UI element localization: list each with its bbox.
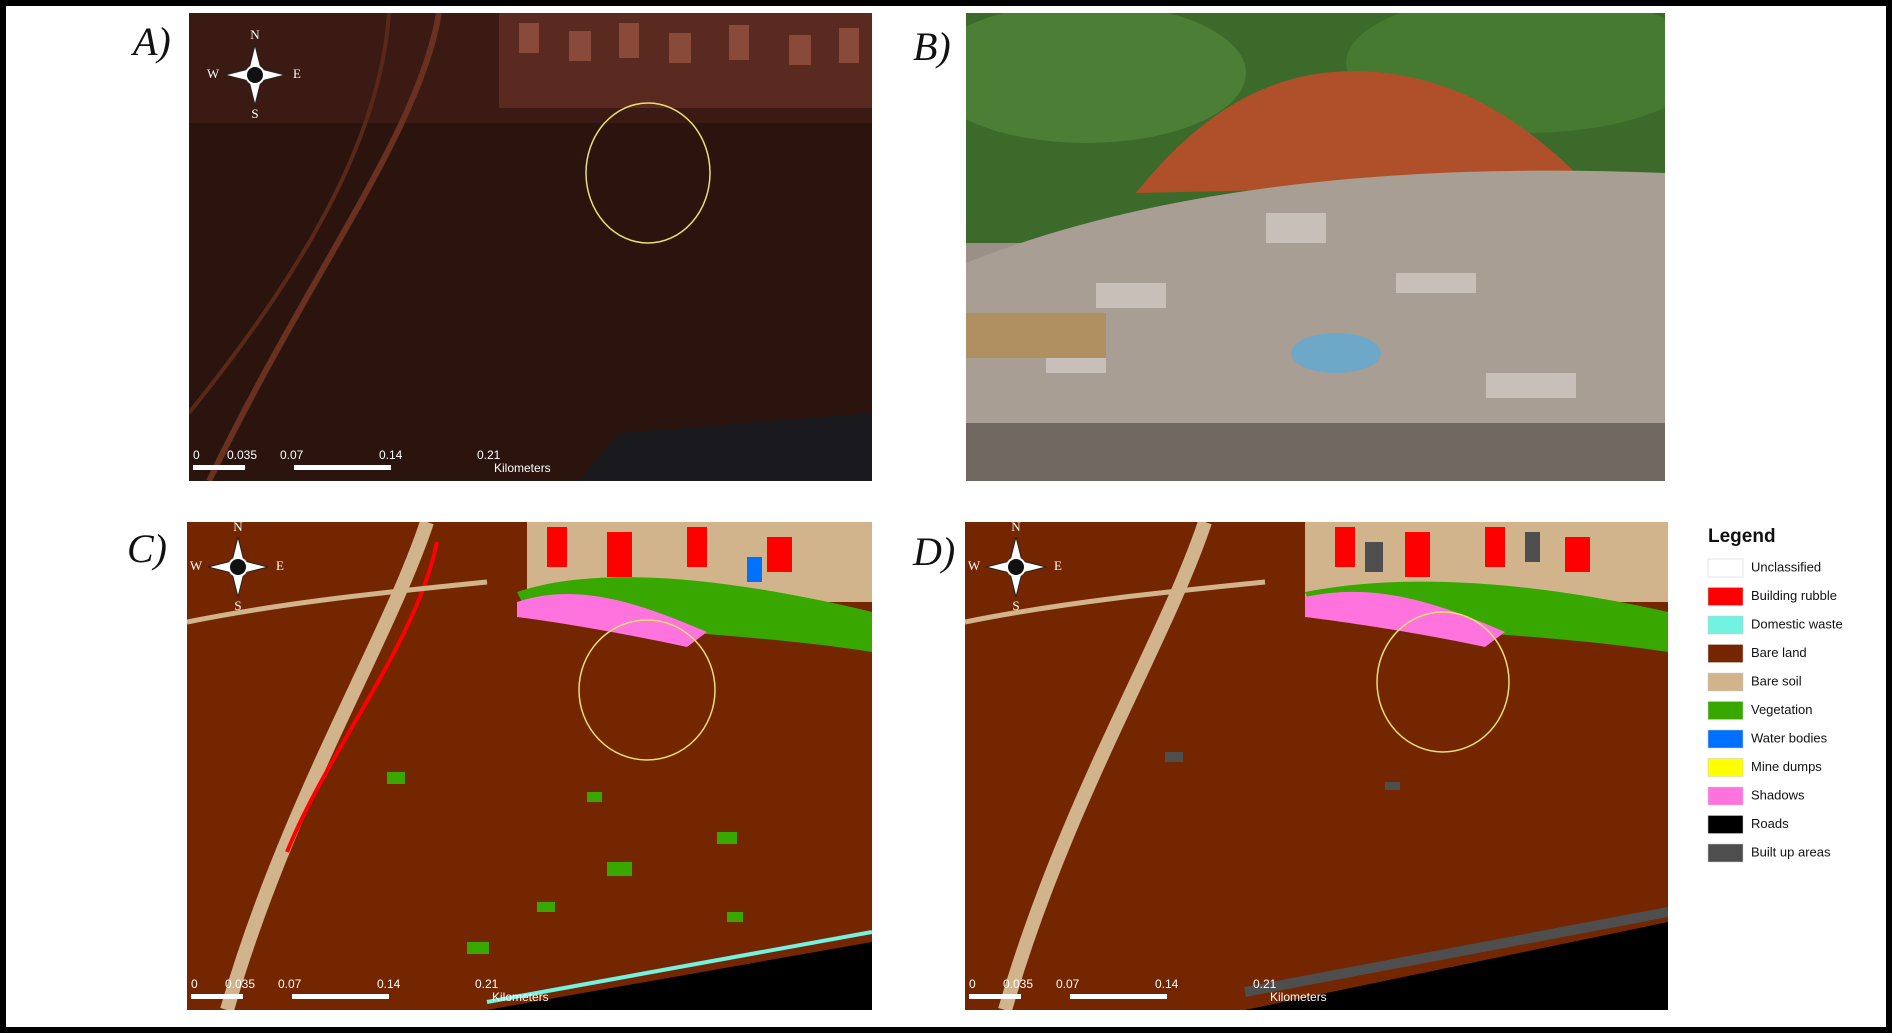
legend-swatch (1708, 816, 1743, 834)
scale-unit: Kilometers (1270, 990, 1327, 1004)
compass-e: E (293, 66, 301, 81)
scale-segment (292, 994, 389, 999)
scale-unit: Kilometers (492, 990, 549, 1004)
scale-label: 0.21 (477, 448, 501, 462)
legend-swatch (1708, 673, 1743, 691)
scale-segment (1070, 994, 1167, 999)
compass-center (1007, 558, 1025, 576)
compass-s: S (234, 598, 241, 613)
compass-w: W (968, 558, 981, 573)
legend-label: Building rubble (1751, 588, 1837, 603)
legend-swatch (1708, 702, 1743, 720)
legend-label: Vegetation (1751, 702, 1812, 717)
compass-w: W (207, 66, 220, 81)
compass-n: N (1011, 519, 1021, 534)
scale-label: 0.07 (278, 977, 302, 991)
scale-label: 0 (191, 977, 198, 991)
legend-swatch (1708, 759, 1743, 777)
panel-label: B) (913, 24, 951, 69)
compass-e: E (276, 558, 284, 573)
compass-s: S (1012, 598, 1019, 613)
compass-center (246, 66, 264, 84)
legend-swatch (1708, 844, 1743, 862)
compass-n: N (233, 519, 243, 534)
scale-label: 0 (969, 977, 976, 991)
legend-label: Bare soil (1751, 673, 1802, 688)
panel-label: A) (130, 19, 171, 64)
legend-label: Built up areas (1751, 844, 1831, 859)
scale-label: 0.07 (280, 448, 304, 462)
legend-swatch (1708, 787, 1743, 805)
scale-segment (294, 465, 391, 470)
legend-label: Roads (1751, 816, 1789, 831)
compass-n: N (250, 27, 260, 42)
scale-label: 0.21 (475, 977, 499, 991)
panel-label: C) (127, 526, 167, 571)
panel-label: D) (912, 529, 955, 574)
legend-swatch (1708, 730, 1743, 748)
scale-label: 0.07 (1056, 977, 1080, 991)
scale-unit: Kilometers (494, 461, 551, 475)
scale-label: 0.035 (225, 977, 255, 991)
legend-swatch (1708, 588, 1743, 606)
classification-map (965, 522, 1668, 1010)
scale-label: 0 (193, 448, 200, 462)
legend-swatch (1708, 559, 1743, 577)
classification-map (187, 522, 872, 1010)
scale-label: 0.14 (379, 448, 403, 462)
legend-label: Domestic waste (1751, 616, 1843, 631)
legend-label: Mine dumps (1751, 759, 1822, 774)
legend-swatch (1708, 645, 1743, 663)
scale-segment (969, 994, 1021, 999)
compass-e: E (1054, 558, 1062, 573)
compass-w: W (190, 558, 203, 573)
scale-segment (193, 465, 245, 470)
legend-label: Shadows (1751, 787, 1805, 802)
legend-label: Unclassified (1751, 559, 1821, 574)
figure: Legend Unclassified Building rubble Domest… (0, 0, 1892, 1033)
scale-label: 0.035 (227, 448, 257, 462)
compass-s: S (251, 106, 258, 121)
photograph (926, 0, 1706, 481)
scale-label: 0.21 (1253, 977, 1277, 991)
scale-label: 0.035 (1003, 977, 1033, 991)
legend-label: Water bodies (1751, 730, 1828, 745)
satellite-image (189, 13, 872, 481)
legend-label: Bare land (1751, 645, 1807, 660)
scale-label: 0.14 (377, 977, 401, 991)
legend-title: Legend (1708, 526, 1776, 547)
legend-swatch (1708, 616, 1743, 634)
scale-segment (191, 994, 243, 999)
scale-label: 0.14 (1155, 977, 1179, 991)
compass-center (229, 558, 247, 576)
